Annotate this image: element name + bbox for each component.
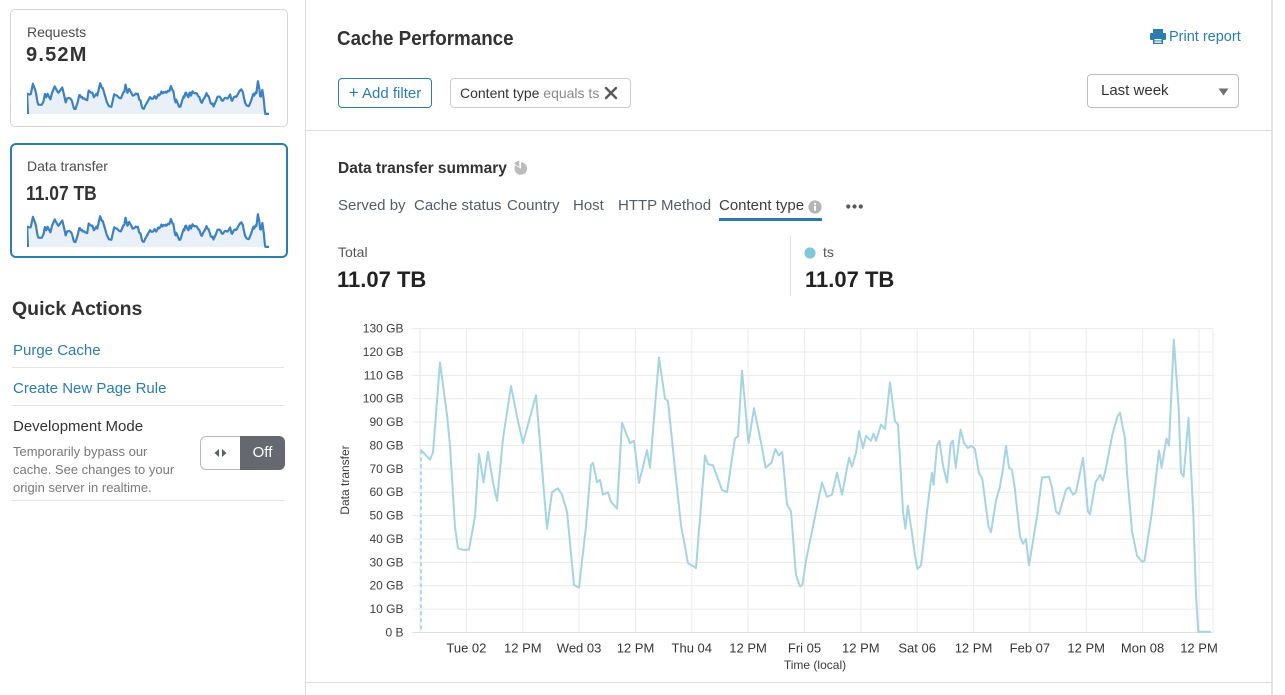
svg-text:Wed 03: Wed 03 <box>557 641 602 656</box>
svg-text:80 GB: 80 GB <box>369 439 403 453</box>
svg-text:90 GB: 90 GB <box>369 415 403 429</box>
svg-text:0 B: 0 B <box>385 626 403 640</box>
svg-text:Feb 07: Feb 07 <box>1010 641 1050 656</box>
svg-text:12 PM: 12 PM <box>955 641 993 656</box>
svg-text:Sat 06: Sat 06 <box>898 641 936 656</box>
svg-text:70 GB: 70 GB <box>369 462 403 476</box>
svg-text:20 GB: 20 GB <box>369 579 403 593</box>
svg-text:12 PM: 12 PM <box>1067 641 1105 656</box>
svg-text:12 PM: 12 PM <box>617 641 655 656</box>
svg-text:40 GB: 40 GB <box>369 532 403 546</box>
svg-text:50 GB: 50 GB <box>369 509 403 523</box>
svg-text:12 PM: 12 PM <box>1180 641 1218 656</box>
svg-text:Thu 04: Thu 04 <box>672 641 712 656</box>
svg-text:12 PM: 12 PM <box>729 641 767 656</box>
svg-text:110 GB: 110 GB <box>364 368 404 382</box>
svg-text:Time (local): Time (local) <box>784 658 846 672</box>
svg-text:30 GB: 30 GB <box>369 555 403 569</box>
svg-text:12 PM: 12 PM <box>504 641 542 656</box>
svg-text:120 GB: 120 GB <box>363 345 404 359</box>
svg-text:Mon 08: Mon 08 <box>1121 641 1164 656</box>
svg-text:130 GB: 130 GB <box>363 322 404 336</box>
svg-text:Tue 02: Tue 02 <box>446 641 486 656</box>
svg-text:Data transfer: Data transfer <box>338 445 352 514</box>
svg-text:Fri 05: Fri 05 <box>788 641 821 656</box>
svg-text:10 GB: 10 GB <box>369 602 403 616</box>
svg-text:12 PM: 12 PM <box>842 641 880 656</box>
svg-text:100 GB: 100 GB <box>363 392 404 406</box>
svg-text:60 GB: 60 GB <box>369 485 403 499</box>
